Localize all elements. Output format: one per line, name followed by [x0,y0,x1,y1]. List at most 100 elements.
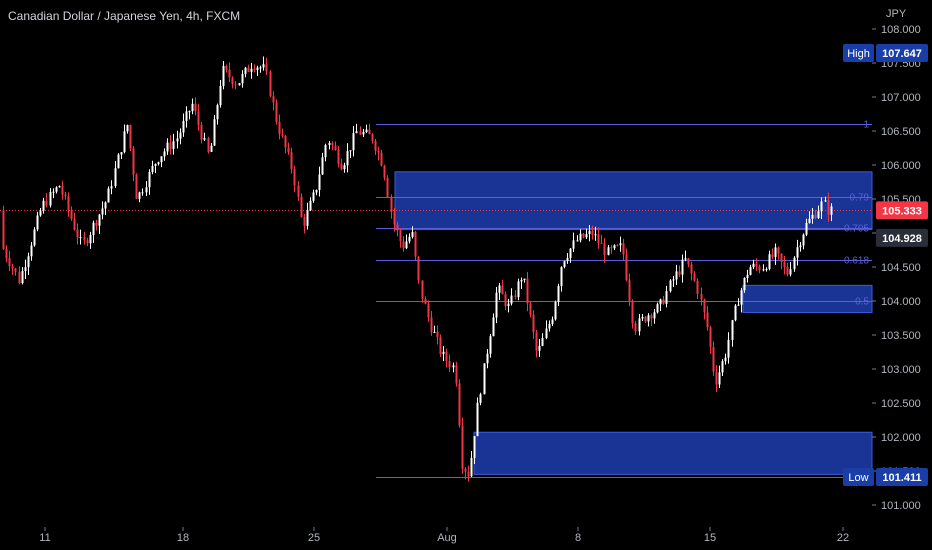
candle-body [73,218,76,230]
candle-body [712,347,715,372]
candle-body [765,268,768,270]
candle-body [830,206,833,215]
candle-body [442,351,445,355]
candle-body [638,318,641,332]
candle-body [613,245,616,249]
candle-body [721,361,724,373]
candle-body [210,145,213,152]
candle-body [452,365,455,368]
candle-body [306,210,309,226]
price-axis[interactable]: 101.000101.500102.000102.500103.000103.5… [872,24,921,512]
candle-body [135,174,138,199]
candle-body [718,372,721,385]
candle-body [545,328,548,339]
y-tick-label: 107.000 [881,92,921,104]
candle-body [814,214,817,218]
candle-body [656,304,659,313]
candle-body [191,103,194,112]
candle-body [749,267,752,275]
candle-body [758,266,761,271]
candle-body [557,286,560,302]
candle-body [498,285,501,293]
candle-body [172,141,175,150]
candle-body [560,267,563,287]
candle-body [194,103,197,112]
symbol-title: Canadian Dollar / Japanese Yen, 4h, FXCM [8,9,241,23]
high-badge-value: 107.647 [882,48,922,60]
candle-body [234,84,237,86]
candle-body [324,145,327,158]
candle-body [362,131,365,135]
candle-body [138,192,141,199]
candle-body [33,229,36,246]
candle-body [49,191,52,206]
candle-body [774,247,777,257]
candle-body [414,231,417,257]
candle-body [746,274,749,279]
candle-body [76,229,79,238]
candle-body [45,200,48,206]
candle-body [408,236,411,242]
candle-body [703,299,706,313]
candle-body [253,68,256,70]
candle-body [390,196,393,213]
candle-body [597,234,600,243]
fib-label-0.618: 0.618 [844,256,869,267]
candle-body [120,152,123,155]
current-price-badge-value: 105.333 [882,205,922,217]
candle-body [650,315,653,319]
candle-body [510,295,513,304]
candle-body [166,142,169,152]
y-tick-label: 102.500 [881,398,921,410]
candle-body [58,186,61,188]
candle-body [588,230,591,235]
x-tick-label: 22 [837,532,849,544]
candle-body [672,279,675,281]
candle-body [479,394,482,403]
candle-body [185,111,188,121]
price-badges: 107.647 High 105.333 104.928 101.411 Low [843,44,928,487]
candle-body [30,245,33,257]
candle-body [52,191,55,193]
candle-body [532,314,535,333]
candle-body [448,361,451,368]
candle-body [681,259,684,275]
zone-1[interactable] [394,171,873,231]
candle-body [334,145,337,150]
candle-body [203,138,206,140]
candle-body [631,300,634,324]
candle-body [777,247,780,254]
candle-body [700,293,703,300]
candle-body [244,67,247,74]
zone-2[interactable] [742,284,873,314]
candle-body [64,194,67,197]
candle-body [312,192,315,201]
candle-body [504,294,507,307]
zone-3[interactable] [473,431,873,475]
candle-body [486,353,489,364]
candle-body [805,222,808,235]
candle-body [647,315,650,322]
candle-body [67,196,70,210]
candle-body [377,150,380,153]
low-tag-bg [843,468,874,487]
candle-body [39,210,42,216]
time-axis[interactable]: 11 18 25 Aug 8 15 22 [39,527,849,544]
candle-body [607,247,610,255]
candle-body [793,257,796,270]
candle-body [579,233,582,241]
candle-body [197,111,200,125]
candle-body [368,129,371,135]
candle-body [399,230,402,242]
candle-body [687,258,690,265]
candle-body [634,323,637,332]
level-badge-bg [876,228,928,247]
candle-body [104,202,107,209]
candle-body [458,383,461,426]
candle-body [517,281,520,298]
candle-body [396,224,399,231]
candle-body [526,278,529,304]
candle-body [619,243,622,246]
candle-body [318,174,321,190]
